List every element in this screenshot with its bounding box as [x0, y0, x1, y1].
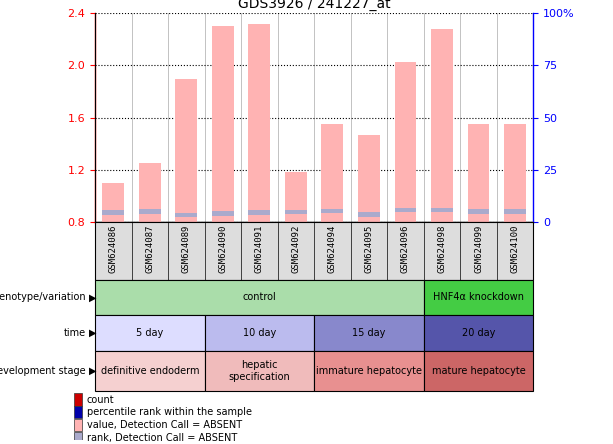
- Bar: [95, 280, 424, 315]
- Text: GSM624095: GSM624095: [365, 225, 373, 273]
- Text: GSM624094: GSM624094: [328, 225, 337, 273]
- Text: GSM624086: GSM624086: [109, 225, 118, 273]
- Text: immature hepatocyte: immature hepatocyte: [316, 366, 422, 376]
- Bar: [212, 211, 234, 216]
- Bar: [358, 135, 380, 222]
- Text: mature hepatocyte: mature hepatocyte: [432, 366, 525, 376]
- Text: rank, Detection Call = ABSENT: rank, Detection Call = ABSENT: [87, 432, 237, 443]
- Bar: [431, 29, 453, 222]
- Bar: [205, 315, 314, 351]
- Bar: [504, 210, 526, 214]
- Bar: [74, 432, 82, 444]
- Text: count: count: [87, 395, 115, 404]
- Bar: [424, 280, 533, 315]
- Text: 5 day: 5 day: [136, 328, 164, 338]
- Text: value, Detection Call = ABSENT: value, Detection Call = ABSENT: [87, 420, 242, 430]
- Bar: [74, 406, 82, 418]
- Bar: [504, 124, 526, 222]
- Bar: [248, 24, 270, 222]
- Bar: [358, 213, 380, 217]
- Bar: [468, 124, 489, 222]
- Text: GSM624087: GSM624087: [145, 225, 154, 273]
- Text: GSM624092: GSM624092: [291, 225, 300, 273]
- Text: ▶: ▶: [89, 293, 96, 302]
- Text: percentile rank within the sample: percentile rank within the sample: [87, 407, 252, 417]
- Bar: [395, 208, 416, 212]
- Text: genotype/variation: genotype/variation: [0, 293, 86, 302]
- Text: time: time: [64, 328, 86, 338]
- Bar: [102, 210, 124, 215]
- Bar: [314, 315, 424, 351]
- Bar: [74, 393, 82, 406]
- Text: GSM624100: GSM624100: [511, 225, 520, 273]
- Text: control: control: [243, 293, 276, 302]
- Bar: [321, 124, 343, 222]
- Text: definitive endoderm: definitive endoderm: [101, 366, 199, 376]
- Bar: [395, 62, 416, 222]
- Bar: [321, 209, 343, 213]
- Bar: [424, 315, 533, 351]
- Bar: [285, 210, 307, 214]
- Bar: [102, 183, 124, 222]
- Text: GSM624099: GSM624099: [474, 225, 483, 273]
- Text: hepatic
specification: hepatic specification: [229, 360, 290, 381]
- Bar: [139, 163, 161, 222]
- Text: ▶: ▶: [89, 328, 96, 338]
- Text: 15 day: 15 day: [352, 328, 386, 338]
- Text: 20 day: 20 day: [462, 328, 495, 338]
- Bar: [95, 315, 205, 351]
- Text: GSM624096: GSM624096: [401, 225, 410, 273]
- Bar: [205, 351, 314, 391]
- Text: 10 day: 10 day: [243, 328, 276, 338]
- Text: GSM624091: GSM624091: [255, 225, 264, 273]
- Bar: [95, 351, 205, 391]
- Text: GSM624089: GSM624089: [182, 225, 191, 273]
- Text: development stage: development stage: [0, 366, 86, 376]
- Bar: [314, 351, 424, 391]
- Bar: [431, 208, 453, 212]
- Text: GSM624098: GSM624098: [438, 225, 446, 273]
- Bar: [468, 210, 489, 214]
- Title: GDS3926 / 241227_at: GDS3926 / 241227_at: [238, 0, 390, 11]
- Bar: [248, 210, 270, 215]
- Bar: [424, 351, 533, 391]
- Bar: [212, 26, 234, 222]
- Bar: [74, 419, 82, 431]
- Bar: [285, 172, 307, 222]
- Bar: [139, 210, 161, 214]
- Text: HNF4α knockdown: HNF4α knockdown: [433, 293, 524, 302]
- Bar: [175, 79, 197, 222]
- Bar: [175, 213, 197, 218]
- Text: ▶: ▶: [89, 366, 96, 376]
- Text: GSM624090: GSM624090: [218, 225, 227, 273]
